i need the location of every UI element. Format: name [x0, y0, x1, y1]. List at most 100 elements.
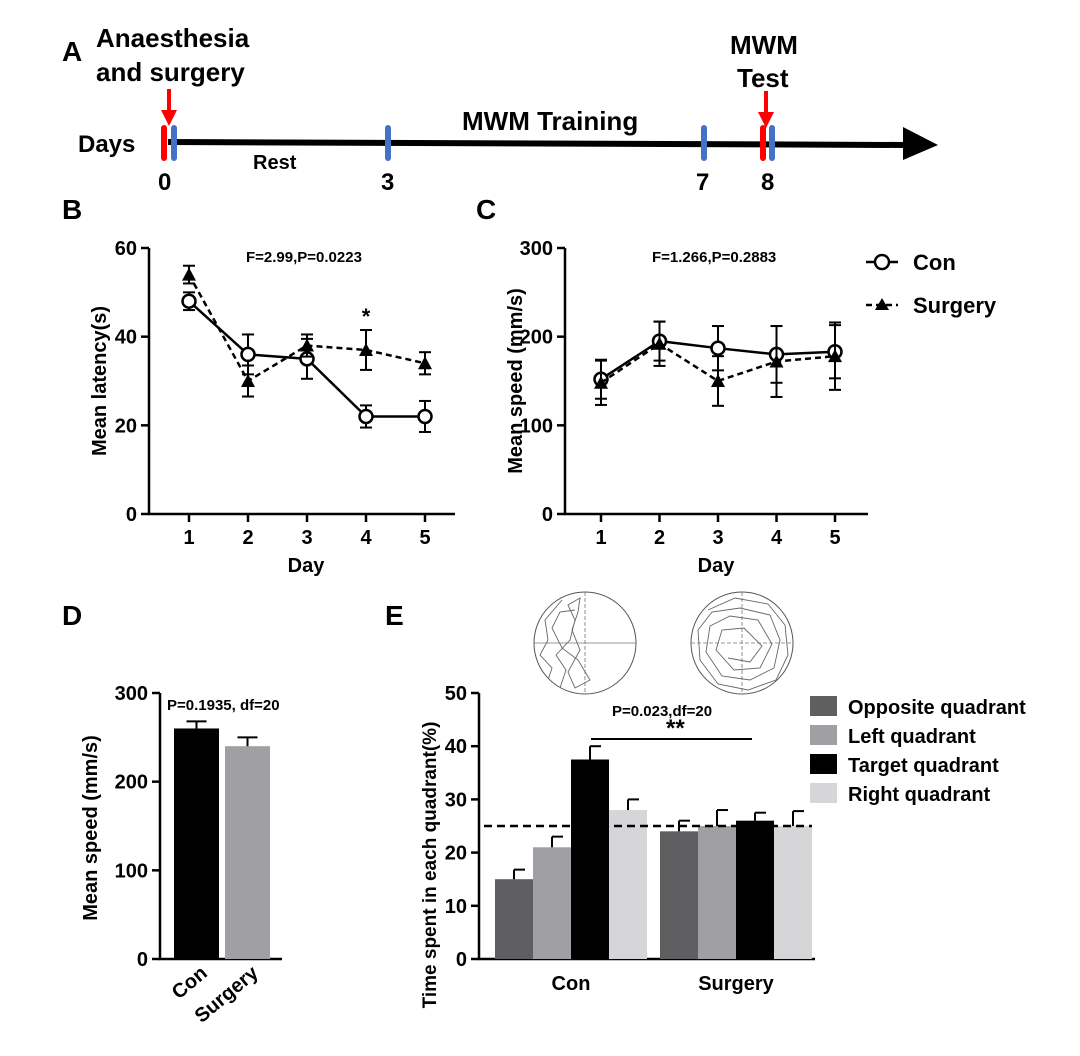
panel-e-x-tick-label: Con [552, 973, 591, 995]
panel-d-y-tick-label: 300 [115, 683, 148, 705]
panel-b-x-tick-label: 2 [242, 527, 253, 549]
day-tick-7: 7 [696, 169, 709, 196]
panel-c-xlabel: Day [698, 555, 736, 577]
panel-b-x-tick-label: 5 [419, 527, 430, 549]
panel-b-surgery-point [241, 374, 255, 387]
swim-path-con-image [533, 591, 637, 695]
panel-e-y-tick-label: 50 [445, 683, 467, 705]
panel-a: A Anaesthesia and surgery MWM Test Days … [62, 23, 938, 196]
panel-c-x-tick-label: 4 [771, 527, 783, 549]
test-arrow-head [758, 112, 774, 128]
panel-c-x-tick-label: 3 [712, 527, 723, 549]
panel-e-bar-con-opposite [495, 879, 533, 959]
panel-c-x-tick-label: 2 [654, 527, 665, 549]
panel-c-x-tick-label: 1 [595, 527, 606, 549]
panel-c-plot: 0 100 200 300 1 2 3 4 5 [520, 238, 868, 549]
panel-e-x-tick-label: Surgery [698, 973, 774, 995]
panel-b-con-point [417, 408, 433, 425]
panel-c: C F=1.266,P=0.2883 Mean speed (mm/s) Day… [476, 194, 997, 577]
event-test-line1: MWM [730, 30, 798, 60]
panel-d-y-tick-label: 200 [115, 772, 148, 794]
panel-e-bar-surgery-right [774, 826, 812, 959]
legend-surgery-marker [875, 298, 889, 310]
panel-c-surgery-line [600, 342, 836, 384]
panel-c-ylabel: Mean speed (mm/s) [505, 288, 527, 474]
panel-b-y-tick-label: 60 [115, 238, 137, 260]
legend-opposite-label: Opposite quadrant [848, 697, 1026, 719]
panel-d-bar-con [174, 728, 219, 959]
panel-c-surgery-point [594, 375, 608, 389]
legend-right-swatch [810, 783, 837, 803]
day-tick-8: 8 [761, 169, 774, 196]
panel-b-significance-marker: * [362, 304, 371, 329]
panel-b-surgery-point [418, 356, 432, 370]
panel-e-significance: ** [666, 715, 685, 742]
panel-label-a: A [62, 36, 82, 67]
legend-left-swatch [810, 725, 837, 745]
panel-b-y-tick-label: 20 [115, 415, 137, 437]
panel-e-y-tick-label: 40 [445, 736, 467, 758]
panel-e-ylabel: Time spent in each quadrant(%) [420, 722, 441, 1009]
panel-b: B F=2.99,P=0.0223 Mean latency(s) Day 0 2… [62, 194, 455, 577]
panel-b-surgery-point [182, 267, 196, 281]
panel-e-stat: P=0.023,df=20 [612, 703, 712, 720]
day-tick-0: 0 [158, 169, 171, 196]
panel-e-bar-surgery-target [736, 820, 774, 959]
legend-left-label: Left quadrant [848, 726, 976, 748]
legend-surgery-label: Surgery [913, 293, 997, 318]
panel-d-y-tick-label: 100 [115, 860, 148, 882]
panel-c-y-tick-label: 200 [520, 327, 553, 349]
panel-c-surgery-point [711, 374, 725, 387]
legend-con-marker [873, 253, 891, 271]
panel-b-x-tick-label: 1 [183, 527, 194, 549]
panel-d: D P=0.1935, df=20 Mean speed (mm/s) 0 100… [62, 600, 282, 1027]
panel-label-d: D [62, 600, 82, 631]
panel-e: E P=0.023,df=20 ** Time spent in each qu… [385, 591, 1026, 1009]
event-surgery-line1: Anaesthesia [96, 23, 250, 53]
panel-e-y-tick-label: 0 [456, 949, 467, 971]
legend-target-swatch [810, 754, 837, 774]
panel-c-y-tick-label: 300 [520, 238, 553, 260]
panel-d-bar-surgery [225, 746, 270, 959]
panel-label-c: C [476, 194, 496, 225]
panel-c-con-point [710, 340, 726, 356]
panel-b-con-point [181, 293, 197, 309]
panel-b-con-point [240, 346, 256, 363]
panel-label-e: E [385, 600, 404, 631]
panel-e-y-tick-label: 20 [445, 843, 467, 865]
panel-e-y-tick-label: 30 [445, 789, 467, 811]
panel-b-surgery-point [300, 338, 314, 352]
panel-e-plot: 0 10 20 30 40 50 Con Surgery [445, 683, 815, 995]
timeline-axis [167, 139, 906, 148]
legend-right-label: Right quadrant [848, 784, 991, 806]
panel-c-surgery-point [828, 349, 842, 363]
panel-e-bar-con-left [533, 847, 571, 959]
timeline-arrowhead [903, 127, 938, 160]
panel-b-y-tick-label: 40 [115, 327, 137, 349]
panel-b-xlabel: Day [288, 555, 326, 577]
panel-b-x-tick-label: 4 [360, 527, 372, 549]
panel-c-stat: F=1.266,P=0.2883 [652, 249, 776, 266]
surgery-arrow-head [161, 110, 177, 126]
panel-b-y-tick-label: 0 [126, 504, 137, 526]
day-tick-3: 3 [381, 169, 394, 196]
legend-target-label: Target quadrant [848, 755, 999, 777]
panel-c-surgery-point [769, 354, 784, 368]
panel-d-stat: P=0.1935, df=20 [167, 697, 280, 714]
legend-opposite-swatch [810, 696, 837, 716]
event-test-line2: Test [737, 63, 789, 93]
panel-b-x-tick-label: 3 [301, 527, 312, 549]
panel-c-y-tick-label: 0 [542, 504, 553, 526]
panel-b-stat: F=2.99,P=0.0223 [246, 249, 362, 266]
panel-b-plot: 0 20 40 60 1 2 3 4 5 * [115, 238, 455, 549]
training-label: MWM Training [462, 106, 638, 136]
rest-label: Rest [253, 152, 297, 174]
panel-e-bar-surgery-opposite [660, 831, 698, 959]
panel-e-bar-con-target [571, 759, 609, 959]
panel-d-y-tick-label: 0 [137, 949, 148, 971]
panel-c-y-tick-label: 100 [520, 415, 553, 437]
panel-b-ylabel: Mean latency(s) [89, 306, 111, 456]
panel-e-bar-con-right [609, 810, 647, 959]
